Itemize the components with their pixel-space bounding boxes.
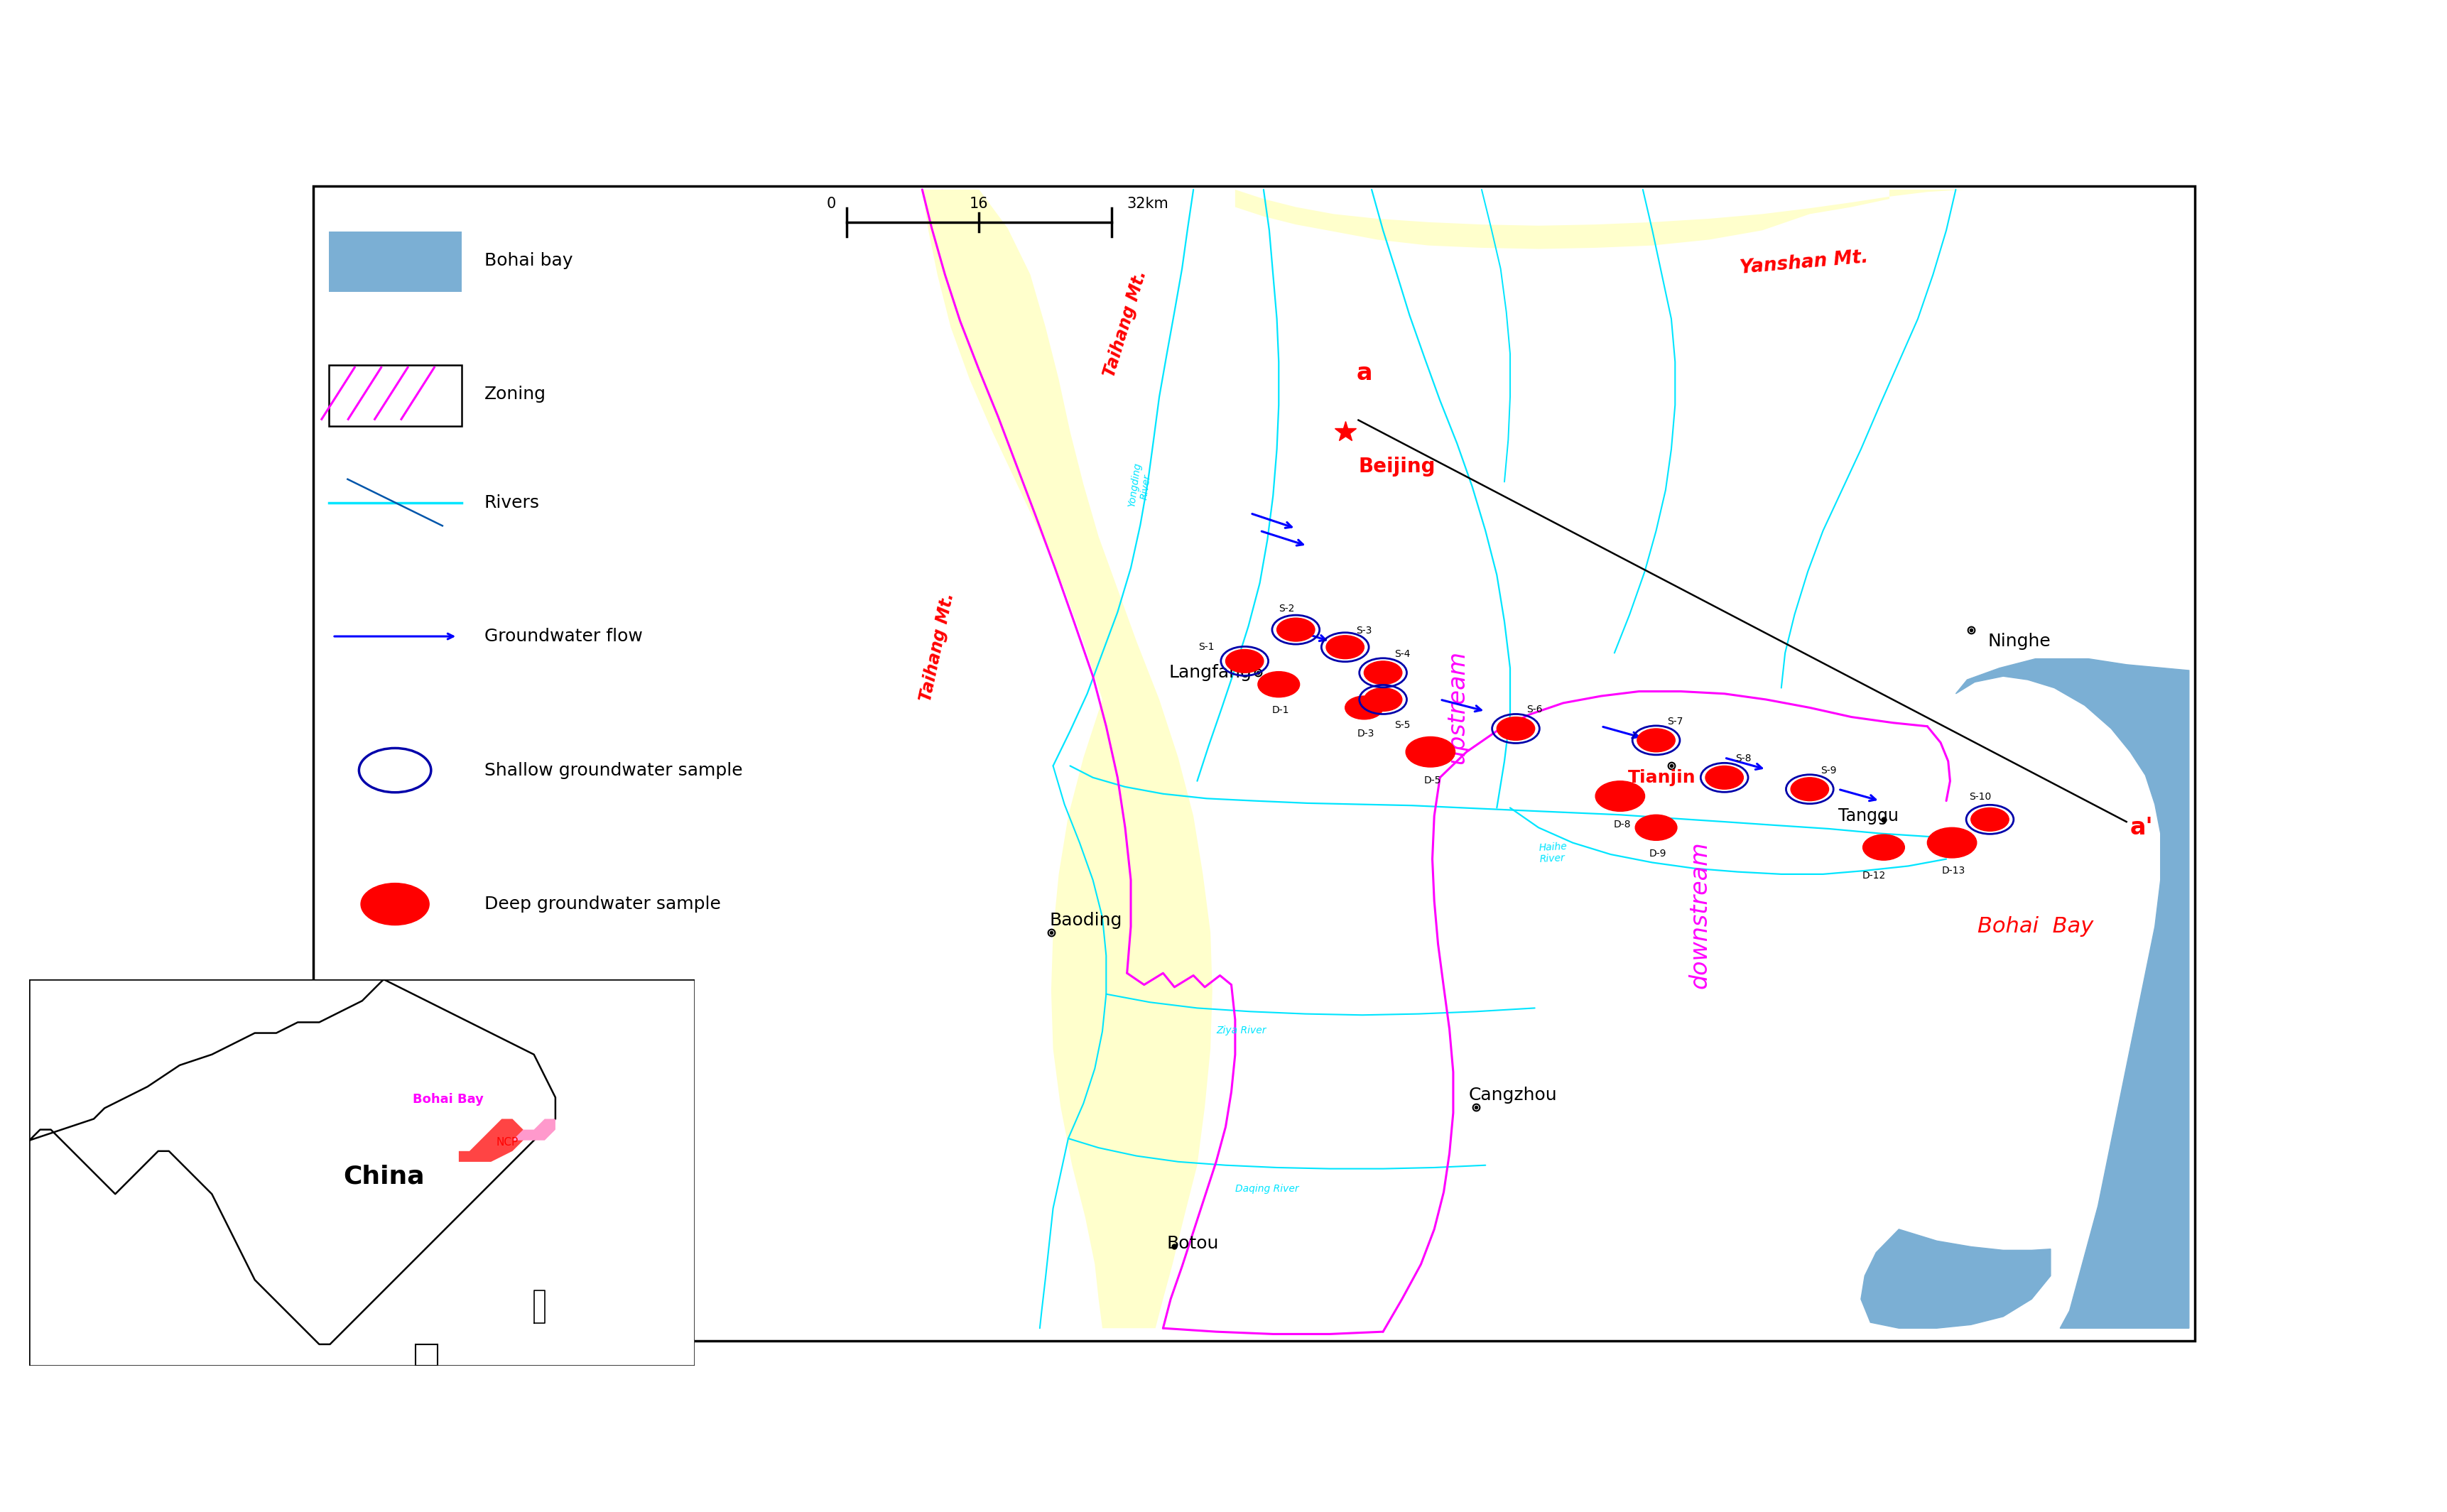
Text: Zoning: Zoning xyxy=(485,386,546,404)
Text: 32km: 32km xyxy=(1128,197,1170,212)
Polygon shape xyxy=(1236,189,1965,249)
Text: Taihang Mt.: Taihang Mt. xyxy=(918,591,957,703)
Circle shape xyxy=(1346,696,1383,720)
Text: S-6: S-6 xyxy=(1527,705,1542,715)
Polygon shape xyxy=(923,189,1211,1328)
Polygon shape xyxy=(1955,659,2190,1328)
Text: Ninghe: Ninghe xyxy=(1987,634,2051,650)
Circle shape xyxy=(1637,729,1676,751)
Text: Ziya River: Ziya River xyxy=(1216,1025,1265,1036)
Text: Tanggu: Tanggu xyxy=(1838,807,1899,824)
Circle shape xyxy=(1277,618,1314,641)
Text: S-5: S-5 xyxy=(1395,721,1409,730)
Text: D-8: D-8 xyxy=(1613,820,1630,830)
Circle shape xyxy=(1791,777,1828,801)
Circle shape xyxy=(1635,815,1676,841)
Text: S-1: S-1 xyxy=(1199,643,1214,652)
Text: Taihang Mt.: Taihang Mt. xyxy=(1101,268,1150,380)
Text: S-10: S-10 xyxy=(1970,792,1992,801)
Text: S-4: S-4 xyxy=(1395,649,1409,659)
Text: Yanshan Mt.: Yanshan Mt. xyxy=(1740,248,1870,278)
Circle shape xyxy=(1706,767,1742,789)
Text: S-9: S-9 xyxy=(1821,765,1838,776)
Text: a: a xyxy=(1356,361,1373,386)
Circle shape xyxy=(1498,717,1534,741)
Text: Tianjin: Tianjin xyxy=(1627,770,1696,786)
Circle shape xyxy=(1363,661,1402,685)
Text: China: China xyxy=(343,1164,423,1188)
Text: NCP: NCP xyxy=(497,1137,519,1148)
Polygon shape xyxy=(458,1119,524,1161)
Circle shape xyxy=(1862,835,1904,860)
Text: Langfang: Langfang xyxy=(1170,664,1253,682)
Text: Beijing: Beijing xyxy=(1358,457,1436,476)
Text: downstream: downstream xyxy=(1688,841,1710,989)
Text: Deep groundwater sample: Deep groundwater sample xyxy=(485,895,719,913)
Text: 0: 0 xyxy=(827,197,837,212)
Text: Shallow groundwater sample: Shallow groundwater sample xyxy=(485,762,741,779)
Circle shape xyxy=(1595,782,1644,812)
Text: Botou: Botou xyxy=(1167,1235,1219,1252)
Text: S-2: S-2 xyxy=(1277,603,1294,614)
Text: Bohai bay: Bohai bay xyxy=(485,253,573,269)
Text: Bohai Bay: Bohai Bay xyxy=(414,1093,485,1105)
Text: a': a' xyxy=(2129,816,2153,839)
Text: D-9: D-9 xyxy=(1649,848,1666,859)
Text: S-7: S-7 xyxy=(1666,717,1684,726)
Circle shape xyxy=(1928,827,1977,857)
Text: Baoding: Baoding xyxy=(1050,912,1123,930)
Bar xyxy=(328,231,462,292)
Polygon shape xyxy=(1860,1229,2051,1328)
Text: Haihe
River: Haihe River xyxy=(1539,842,1569,865)
Polygon shape xyxy=(511,1119,555,1140)
Bar xyxy=(29,980,695,1365)
Text: D-13: D-13 xyxy=(1943,866,1965,875)
Text: Rivers: Rivers xyxy=(485,494,538,511)
Text: Daqing River: Daqing River xyxy=(1236,1184,1299,1194)
Text: S-8: S-8 xyxy=(1735,753,1752,764)
Text: D-3: D-3 xyxy=(1358,729,1375,738)
Text: upstream: upstream xyxy=(1446,650,1468,765)
Circle shape xyxy=(1970,807,2009,832)
Text: Bohai  Bay: Bohai Bay xyxy=(1977,916,2092,937)
Circle shape xyxy=(1326,635,1363,659)
Circle shape xyxy=(360,883,428,925)
Text: Cangzhou: Cangzhou xyxy=(1468,1087,1556,1104)
Text: D-1: D-1 xyxy=(1272,705,1290,715)
Text: 16: 16 xyxy=(969,197,989,212)
Text: D-12: D-12 xyxy=(1862,871,1887,880)
Text: S-3: S-3 xyxy=(1356,626,1373,635)
Text: Yongding
River: Yongding River xyxy=(1126,463,1155,510)
Circle shape xyxy=(1226,650,1263,673)
Text: Groundwater flow: Groundwater flow xyxy=(485,627,644,646)
Text: D-5: D-5 xyxy=(1424,776,1441,785)
Circle shape xyxy=(360,750,428,791)
Circle shape xyxy=(1258,671,1299,697)
Circle shape xyxy=(1405,736,1456,767)
Bar xyxy=(328,366,462,426)
Circle shape xyxy=(1363,688,1402,711)
